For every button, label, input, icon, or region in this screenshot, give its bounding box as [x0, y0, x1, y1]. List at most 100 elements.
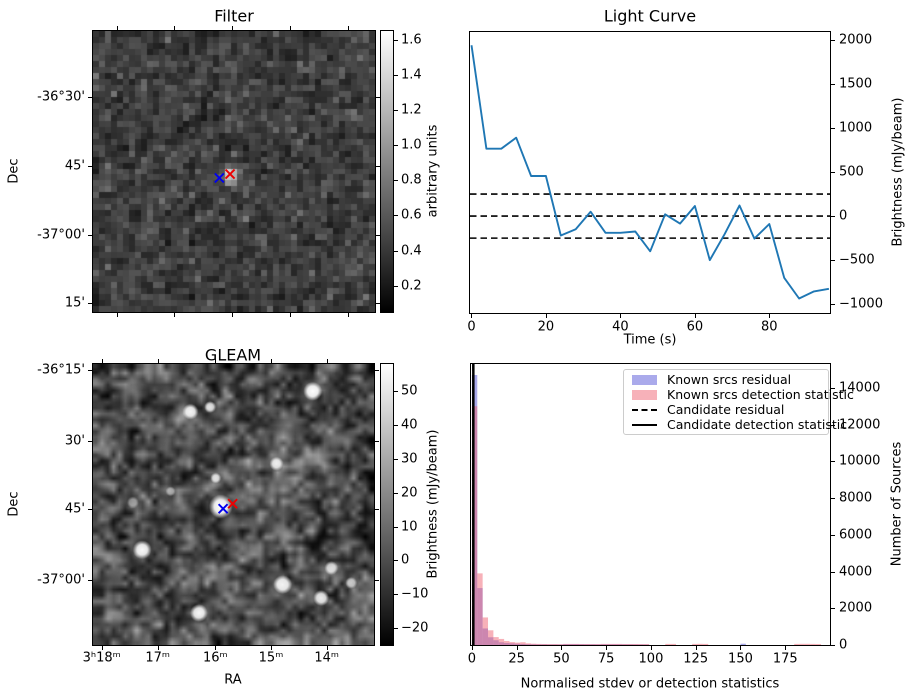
hist-bar-detection [692, 643, 698, 645]
red-x-marker [224, 168, 236, 180]
colorbar-tick-label: −20 [401, 620, 429, 636]
hist-bar-residual [740, 643, 746, 645]
hist-bar-detection [488, 630, 494, 645]
legend-row: Known srcs residual [632, 372, 820, 387]
gleam-colorbar-label: Brightness (mJy/beam) [425, 429, 441, 579]
x-tick-mark [545, 314, 547, 318]
y-tick-mark [831, 172, 835, 174]
hist-bar-detection [552, 644, 558, 645]
y-tick-mark [831, 128, 835, 130]
x-tick-label: 3ʰ18ᵐ [82, 650, 121, 666]
y-tick-mark [831, 39, 835, 41]
colorbar-tick-label: 10 [401, 519, 418, 534]
x-tick-mark [232, 26, 234, 30]
gleam-markers-overlay [217, 498, 238, 514]
colorbar-tick-mark [394, 458, 398, 460]
blue-x-marker [214, 172, 225, 184]
filter-colorbar-label: arbitrary units [425, 124, 441, 218]
x-tick-mark [215, 359, 217, 363]
colorbar-tick-mark [394, 391, 398, 393]
red-x-marker [227, 498, 238, 509]
y-tick-label: 2000 [839, 32, 873, 48]
hist-bar-detection [573, 643, 580, 645]
x-tick-label: 20 [537, 319, 555, 335]
y-tick-mark [88, 235, 92, 236]
colorbar-tick-mark [394, 594, 398, 596]
y-tick-mark [375, 370, 379, 371]
gleam-colorbar: 50 40 30 20 10 0 −10 −20 [380, 363, 428, 646]
hist-bar-detection [815, 643, 822, 645]
hist-bar-detection [622, 643, 628, 645]
hist-bar-detection [482, 617, 489, 645]
filter-image [93, 31, 375, 312]
hist-bar-detection [665, 643, 671, 645]
y-tick-label: −1000 [839, 296, 883, 312]
y-tick-mark [88, 508, 92, 510]
colorbar-tick-label: 0.6 [401, 207, 422, 223]
hist-bar-detection [557, 644, 564, 645]
x-tick-mark [471, 646, 473, 650]
hist-bar-detection [810, 643, 816, 645]
legend-row: Candidate detection statistic [632, 417, 847, 432]
y-tick-mark [376, 303, 380, 304]
y-tick-mark [88, 370, 92, 371]
x-tick-label: 100 [638, 651, 664, 667]
x-tick-mark [348, 313, 350, 317]
y-tick-label: -36°30' [37, 89, 85, 105]
legend-patch-blue-swatch [632, 374, 657, 385]
y-tick-mark [831, 304, 835, 306]
y-tick-label: 14000 [839, 380, 881, 396]
hist-bar-detection [799, 643, 805, 645]
colorbar-tick-mark [394, 74, 398, 76]
x-tick-label: 25 [508, 651, 525, 667]
hist-bar-detection [525, 643, 531, 645]
colorbar-tick-mark [394, 424, 398, 426]
y-tick-label: 15' [64, 295, 85, 311]
hist-bar-detection [498, 638, 505, 645]
light-curve-chart [470, 45, 830, 300]
x-tick-label: 0 [467, 651, 477, 667]
x-tick-mark [101, 646, 103, 650]
histogram-plot-area: 0 25 50 75 100 125 150 175 0 2000 4000 6000 8000 1000… [468, 363, 880, 666]
y-tick-label: 45' [64, 501, 85, 517]
colorbar-tick-mark [394, 285, 398, 287]
y-tick-mark [376, 235, 380, 236]
y-tick-label: 1000 [839, 120, 873, 136]
light-curve-xlabel: Time (s) [623, 332, 677, 348]
gleam-xlabel: RA [224, 672, 242, 688]
y-tick-mark [375, 440, 379, 442]
hist-bar-detection [563, 643, 569, 645]
hist-bar-detection [590, 644, 596, 645]
y-tick-label: -37°00' [37, 227, 85, 243]
hist-bar-detection [643, 644, 650, 645]
colorbar-tick-mark [394, 250, 398, 252]
y-tick-mark [375, 508, 379, 510]
x-tick-label: 15ᵐ [258, 650, 284, 666]
hist-bar-detection [670, 643, 677, 645]
colorbar-tick-label: 0.8 [401, 172, 422, 188]
x-tick-label: 175 [772, 651, 798, 667]
legend-label: Known srcs residual [667, 372, 792, 387]
x-tick-label: 40 [612, 319, 629, 335]
y-tick-label: -37°00' [37, 572, 85, 588]
histogram-legend: Known srcs residual Known srcs detection … [623, 369, 854, 435]
hist-bar-detection [568, 643, 574, 645]
hist-bar-detection [541, 643, 548, 645]
y-tick-mark [831, 83, 835, 85]
x-tick-mark [650, 646, 652, 650]
y-tick-label: -36°15' [37, 362, 85, 378]
y-tick-label: 6000 [839, 527, 873, 543]
colorbar-tick-mark [394, 145, 398, 147]
hist-bar-detection [794, 643, 800, 645]
x-tick-mark [695, 646, 697, 650]
x-tick-mark [157, 646, 159, 650]
histogram-xlabel: Normalised stdev or detection statistics [520, 676, 780, 692]
y-tick-mark [831, 645, 835, 646]
hist-bar-detection [477, 573, 483, 645]
x-tick-mark [326, 359, 328, 363]
y-tick-mark [831, 461, 835, 463]
x-tick-mark [174, 313, 176, 317]
colorbar-tick-mark [394, 560, 398, 562]
colorbar-tick-label: 1.4 [401, 67, 422, 83]
